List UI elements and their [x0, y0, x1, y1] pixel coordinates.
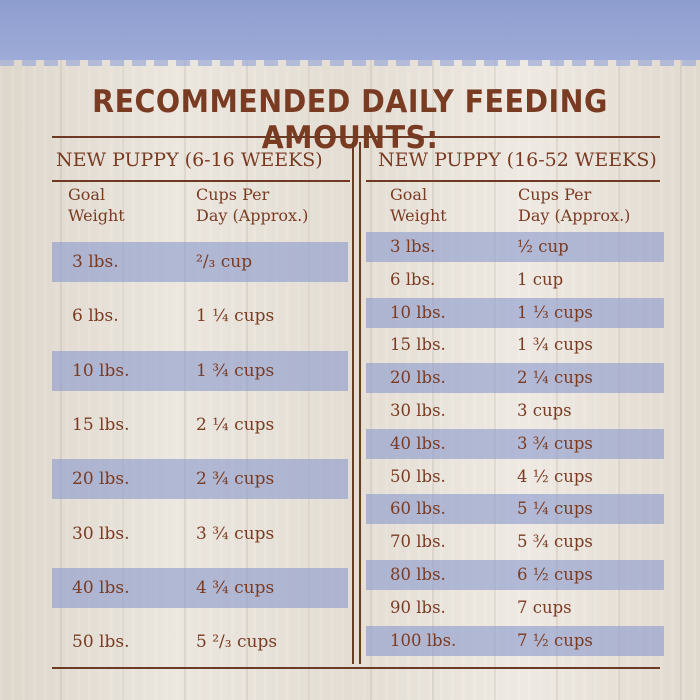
weight-cell: 20 lbs. [72, 469, 130, 490]
weight-cell: 30 lbs. [390, 401, 446, 420]
cups-cell: ½ cup [517, 237, 569, 256]
weight-cell: 10 lbs. [390, 302, 446, 322]
row-highlight-band [366, 494, 664, 525]
weight-cell: 40 lbs. [390, 433, 446, 453]
cups-cell: 4 ½ cups [517, 466, 593, 486]
cups-cell: 4 ¾ cups [196, 577, 275, 598]
row-highlight-band [366, 363, 664, 394]
cups-cell: ²/₃ cup [196, 252, 253, 272]
weight-cell: 50 lbs. [72, 632, 130, 653]
header-rule-right [366, 180, 660, 182]
cups-cell: 5 ¼ cups [517, 499, 593, 519]
weight-cell: 15 lbs. [72, 414, 130, 435]
row-highlight-band [366, 232, 664, 262]
weight-cell: 40 lbs. [72, 577, 130, 598]
row-highlight-band [366, 297, 664, 328]
right-table-heading: NEW PUPPY (16-52 WEEKS) [378, 149, 657, 171]
left-col-weight-header: Goal Weight [68, 185, 125, 225]
bottom-rule [52, 667, 660, 669]
cups-cell: 7 cups [517, 597, 572, 617]
row-highlight-band [52, 350, 348, 391]
cups-cell: 5 ¾ cups [517, 532, 593, 552]
row-highlight-band [52, 242, 348, 282]
column-divider-b [359, 142, 361, 664]
weight-cell: 30 lbs. [72, 523, 130, 544]
cups-cell: 5 ²/₃ cups [196, 632, 278, 653]
cups-cell: 6 ½ cups [517, 565, 593, 584]
row-highlight-band [366, 560, 664, 590]
page-title: RECOMMENDED DAILY FEEDING AMOUNTS: [92, 84, 608, 156]
cups-cell: 1 ⅓ cups [517, 302, 593, 322]
cups-cell: 1 cup [517, 269, 564, 289]
title-rule [52, 136, 660, 138]
left-table-heading: NEW PUPPY (6-16 WEEKS) [56, 149, 323, 171]
row-highlight-band [366, 625, 664, 656]
right-col-cups-header: Cups Per Day (Approx.) [518, 185, 631, 225]
cups-cell: 3 cups [517, 401, 572, 420]
weight-cell: 6 lbs. [390, 269, 436, 289]
column-divider-a [352, 142, 354, 664]
weight-cell: 3 lbs. [72, 252, 119, 272]
cups-cell: 7 ½ cups [517, 630, 593, 650]
cups-cell: 2 ¼ cups [196, 414, 275, 435]
weight-cell: 6 lbs. [72, 306, 119, 327]
left-col-cups-header: Cups Per Day (Approx.) [196, 185, 309, 225]
weight-cell: 20 lbs. [390, 368, 446, 388]
cups-cell: 3 ¾ cups [517, 433, 593, 453]
weight-cell: 90 lbs. [390, 597, 446, 617]
row-highlight-band [52, 567, 348, 608]
weight-cell: 70 lbs. [390, 532, 446, 552]
top-color-band [0, 0, 700, 66]
cups-cell: 1 ¾ cups [517, 335, 593, 355]
right-col-weight-header: Goal Weight [390, 185, 447, 225]
cups-cell: 1 ¼ cups [196, 306, 275, 327]
weight-cell: 3 lbs. [390, 237, 436, 256]
cups-cell: 3 ¾ cups [196, 523, 275, 544]
weight-cell: 80 lbs. [390, 565, 446, 584]
weight-cell: 100 lbs. [390, 630, 457, 650]
cups-cell: 2 ¾ cups [196, 469, 275, 490]
weight-cell: 50 lbs. [390, 466, 446, 486]
header-rule-left [52, 180, 350, 182]
weight-cell: 10 lbs. [72, 360, 130, 381]
row-highlight-band [52, 459, 348, 500]
row-highlight-band [366, 428, 664, 459]
cups-cell: 2 ¼ cups [517, 368, 593, 388]
weight-cell: 60 lbs. [390, 499, 446, 519]
cups-cell: 1 ¾ cups [196, 360, 275, 381]
weight-cell: 15 lbs. [390, 335, 446, 355]
